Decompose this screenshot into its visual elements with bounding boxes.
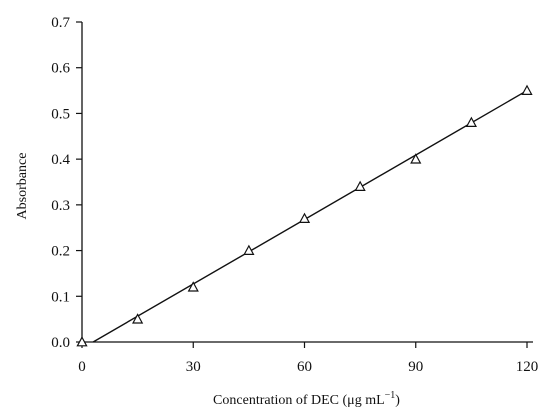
data-point-marker xyxy=(465,116,477,127)
axes xyxy=(81,22,533,343)
data-point-marker xyxy=(354,180,366,191)
y-tick-label: 0.1 xyxy=(51,289,70,305)
x-tick-label: 120 xyxy=(516,359,539,375)
regression-line xyxy=(92,89,528,343)
y-tick-label: 0.7 xyxy=(51,15,70,31)
y-tick-label: 0.6 xyxy=(51,61,70,77)
data-point-marker xyxy=(187,281,199,292)
data-point-marker xyxy=(243,244,255,255)
data-point-marker xyxy=(298,212,311,223)
x-tick-label: 90 xyxy=(408,359,423,375)
y-tick-label: 0.4 xyxy=(51,152,70,168)
x-axis-title-superscript: −1 xyxy=(385,390,396,401)
data-point-marker xyxy=(410,153,422,164)
data-point-marker xyxy=(76,336,88,347)
y-tick-label: 0.0 xyxy=(51,335,70,351)
x-axis-title: Concentration of DEC (μg mL−1) xyxy=(213,390,400,408)
x-tick-label: 60 xyxy=(297,359,312,375)
plot-area xyxy=(76,84,533,347)
y-tick-label: 0.2 xyxy=(51,244,70,260)
axis-labels: Absorbance Concentration of DEC (μg mL−1) xyxy=(15,153,400,408)
y-axis-title: Absorbance xyxy=(15,153,30,220)
y-tick-label: 0.3 xyxy=(51,198,70,214)
tick-layer: 0.0 0.1 0.2 0.3 0.4 0.5 0.6 0.7 0 30 60 90 120 xyxy=(51,15,538,375)
x-axis-title-suffix: ) xyxy=(395,393,400,408)
x-axis-title-main: Concentration of DEC (μg mL xyxy=(213,393,385,408)
x-tick-label: 30 xyxy=(186,359,201,375)
data-point-marker xyxy=(132,313,144,324)
y-tick-label: 0.5 xyxy=(51,106,70,122)
x-tick-label: 0 xyxy=(78,359,86,375)
data-point-marker xyxy=(521,84,533,95)
